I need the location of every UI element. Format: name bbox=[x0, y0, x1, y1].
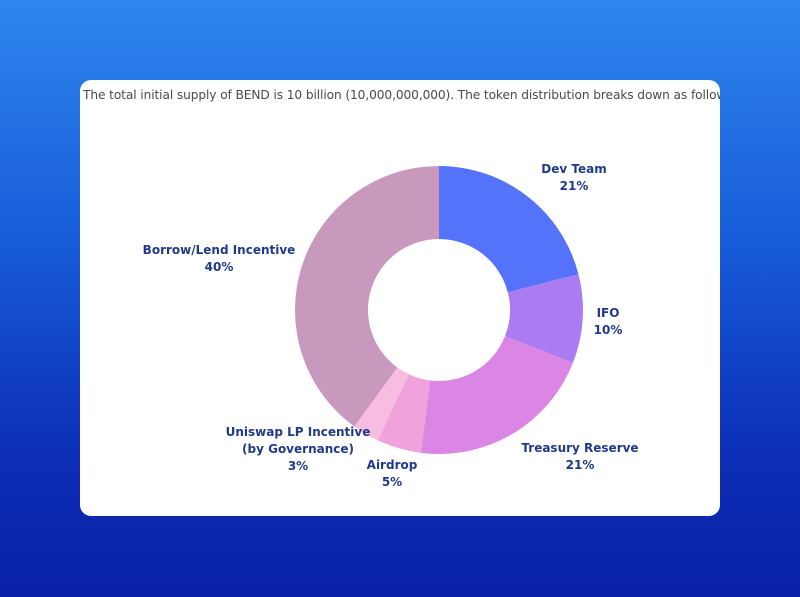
slice-dev-team bbox=[439, 166, 579, 293]
label-ifo: IFO 10% bbox=[594, 306, 623, 337]
slice-uniswap-lp-incentive-by-governance bbox=[354, 367, 409, 441]
label-borrow-lend-incentive: Borrow/Lend Incentive 40% bbox=[143, 243, 296, 274]
slice-ifo bbox=[505, 274, 583, 364]
donut-chart: Dev Team 21% IFO 10% Treasury Reserve 21% Aird… bbox=[143, 162, 639, 489]
label-treasury-reserve: Treasury Reserve 21% bbox=[521, 441, 638, 472]
distribution-card: The total initial supply of BEND is 10 b… bbox=[80, 80, 720, 516]
slice-airdrop bbox=[377, 374, 431, 453]
label-dev-team: Dev Team 21% bbox=[541, 162, 606, 193]
label-airdrop: Airdrop 5% bbox=[367, 458, 418, 489]
slice-treasury-reserve bbox=[420, 336, 573, 454]
label-uniswap-lp-incentive-by-governance: Uniswap LP Incentive (by Governance) 3% bbox=[226, 425, 371, 473]
slice-borrow-lend-incentive bbox=[294, 166, 439, 427]
intro-text: The total initial supply of BEND is 10 b… bbox=[83, 88, 720, 102]
